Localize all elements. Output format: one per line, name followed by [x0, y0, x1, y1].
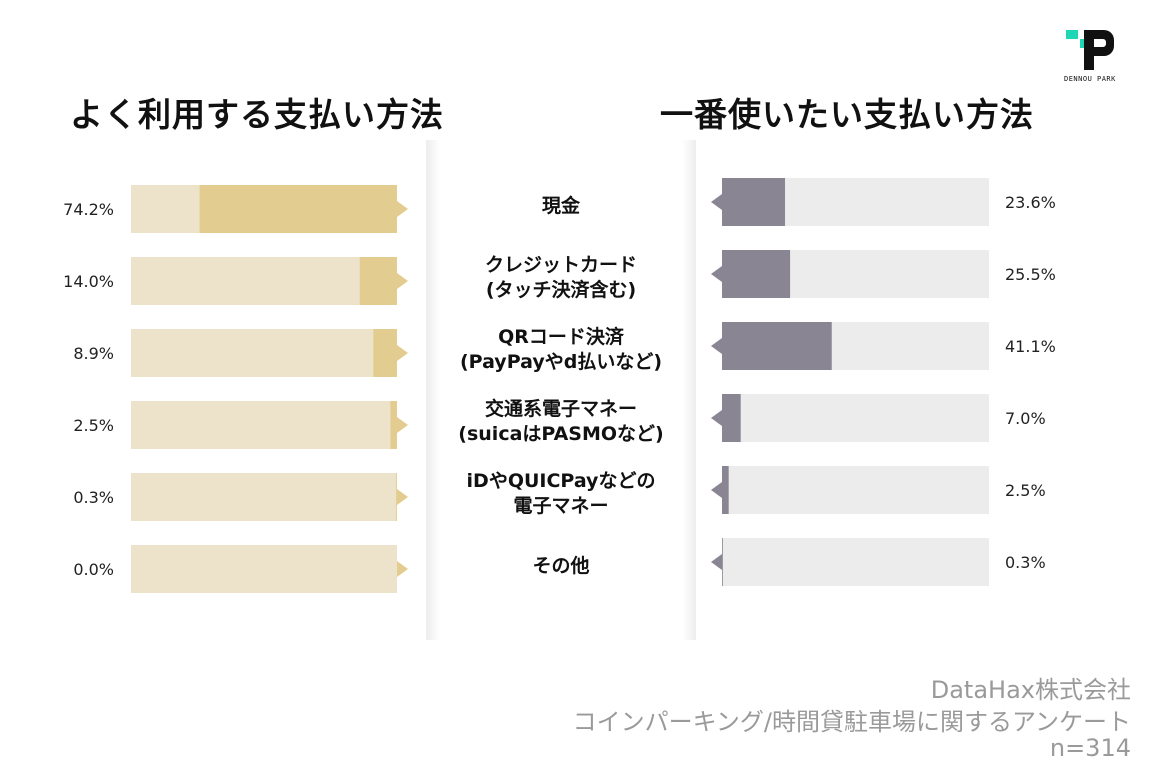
right-value-label: 23.6% [1005, 193, 1056, 212]
right-bar-track [722, 394, 989, 442]
right-bar [722, 394, 741, 442]
right-value-label: 25.5% [1005, 265, 1056, 284]
source-survey-name: コインパーキング/時間貸駐車場に関するアンケート [572, 708, 1131, 736]
category-label: 交通系電子マネー (suicaはPASMOなど) [426, 397, 696, 447]
category-label: 現金 [426, 194, 696, 219]
left-bar-track [131, 257, 397, 305]
left-value-label: 8.9% [73, 344, 114, 363]
left-bar [396, 473, 397, 521]
left-arrow-marker [397, 273, 408, 289]
right-chart-title: 一番使いたい支払い方法 [660, 95, 1034, 134]
left-value-label: 74.2% [63, 200, 114, 219]
category-label-line: QRコード決済 [498, 326, 624, 348]
right-arrow-marker [711, 266, 722, 282]
category-label-line: (タッチ決済含む) [485, 279, 637, 301]
category-label: その他 [426, 554, 696, 579]
right-bar [722, 178, 786, 226]
left-arrow-marker [397, 489, 408, 505]
left-bar [390, 401, 397, 449]
category-label-line: 現金 [541, 194, 580, 217]
right-value-label: 41.1% [1005, 337, 1056, 356]
right-value-label: 7.0% [1005, 409, 1046, 428]
category-label-line: (PayPayやd払いなど) [459, 351, 663, 373]
right-arrow-marker [711, 554, 722, 570]
right-bar [722, 466, 729, 514]
category-label-line: 交通系電子マネー [484, 398, 637, 420]
right-bar [722, 322, 832, 370]
right-arrow-marker [711, 194, 722, 210]
source-sample-size: n=314 [1049, 734, 1131, 762]
category-label: QRコード決済 (PayPayやd払いなど) [426, 325, 696, 375]
right-arrow-marker [711, 338, 722, 354]
left-bar [359, 257, 397, 305]
left-bar-track [131, 473, 397, 521]
logo-wordmark: DENNOU PARK [1064, 75, 1116, 83]
category-label-line: (suicaはPASMOなど) [458, 423, 664, 445]
left-bar [199, 185, 397, 233]
right-arrow-marker [711, 482, 722, 498]
left-arrow-marker [397, 417, 408, 433]
left-value-label: 2.5% [73, 416, 114, 435]
left-bar-track [131, 401, 397, 449]
category-label-line: iDやQUICPayなどの [466, 470, 656, 492]
right-bar-track [722, 466, 989, 514]
source-company: DataHax株式会社 [930, 676, 1131, 704]
right-bar [722, 250, 791, 298]
right-arrow-marker [711, 410, 722, 426]
category-label: iDやQUICPayなどの 電子マネー [426, 469, 696, 519]
category-column-background [426, 140, 696, 640]
left-chart-title: よく利用する支払い方法 [70, 95, 444, 134]
dennou-park-logo: DENNOU PARK [1064, 28, 1122, 83]
left-bar [373, 329, 397, 377]
left-arrow-marker [397, 345, 408, 361]
category-label-line: クレジットカード [484, 254, 637, 276]
right-value-label: 0.3% [1005, 553, 1046, 572]
left-bar-track [131, 545, 397, 593]
left-value-label: 14.0% [63, 272, 114, 291]
left-bar-track [131, 329, 397, 377]
category-label: クレジットカード (タッチ決済含む) [426, 253, 696, 303]
left-arrow-marker [397, 561, 408, 577]
dennou-park-logo-icon [1066, 30, 1114, 70]
category-label-line: その他 [532, 554, 590, 577]
right-value-label: 2.5% [1005, 481, 1046, 500]
right-bar-track [722, 538, 989, 586]
category-label-line: 電子マネー [513, 495, 609, 517]
left-value-label: 0.0% [73, 560, 114, 579]
left-value-label: 0.3% [73, 488, 114, 507]
left-arrow-marker [397, 201, 408, 217]
right-bar [722, 538, 723, 586]
